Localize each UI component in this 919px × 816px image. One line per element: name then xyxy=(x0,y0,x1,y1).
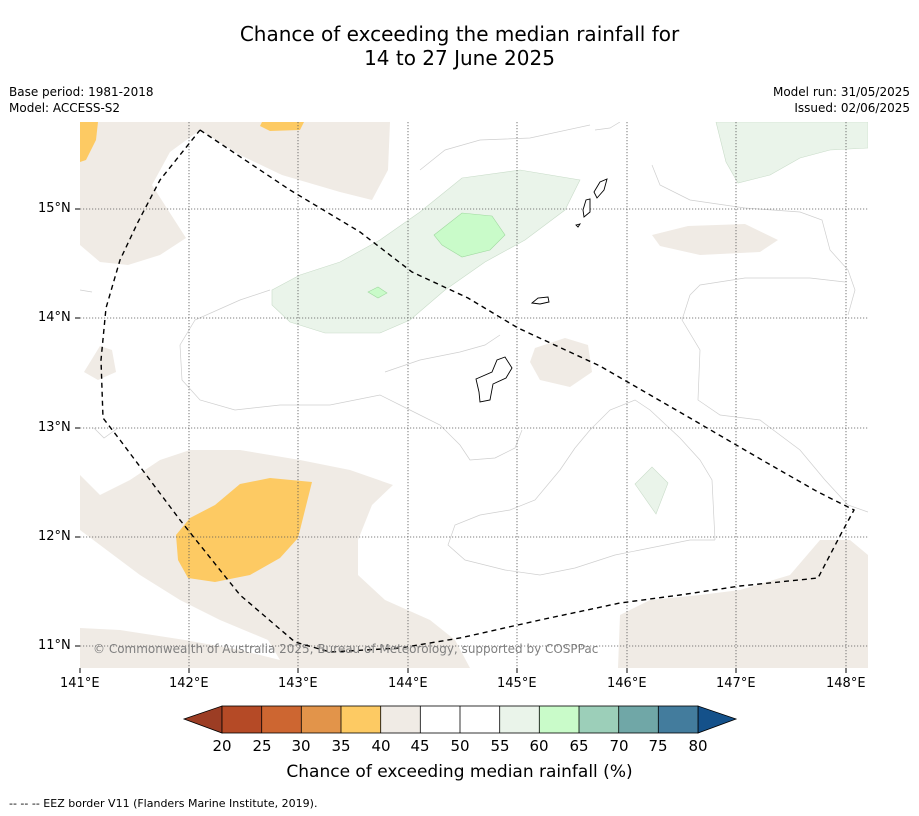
lon-tick-142: 142°E xyxy=(169,676,209,691)
rota-island xyxy=(530,296,550,305)
meta-left: Base period: 1981-2018 Model: ACCESS-S2 xyxy=(9,84,154,116)
colorbar-swatch-30-35 xyxy=(301,706,341,733)
map-plot-area: © Commonwealth of Australia 2025, Bureau… xyxy=(80,122,868,668)
colorbar-tick-80: 80 xyxy=(688,737,708,755)
lat-tick-12: 12°N xyxy=(38,529,71,544)
pale-green-region-east-small xyxy=(634,466,669,515)
beige-region-southeast xyxy=(618,540,868,668)
beige-region-central-patch xyxy=(530,338,592,387)
colorbar-tick-25: 25 xyxy=(252,737,272,755)
colorbar-swatch-20-25 xyxy=(222,706,262,733)
lat-tick-15: 15°N xyxy=(38,201,71,216)
orange-region-southwest xyxy=(176,478,312,582)
band-60-65 xyxy=(367,212,506,299)
orange-region-northwest-corner xyxy=(80,122,98,162)
beige-region-west-small xyxy=(84,346,116,380)
title-line-1: Chance of exceeding the median rainfall … xyxy=(239,22,680,46)
colorbar-tick-55: 55 xyxy=(490,737,510,755)
pale-green-region-central xyxy=(271,169,581,334)
beige-region-northwest xyxy=(80,122,390,265)
lon-tick-145: 145°E xyxy=(497,676,537,691)
colorbar-swatch-35-40 xyxy=(341,706,381,733)
model-text: Model: ACCESS-S2 xyxy=(9,101,121,115)
colorbar-swatch-75-80 xyxy=(658,706,698,733)
contour-lines xyxy=(80,122,868,576)
lat-tick-13: 13°N xyxy=(38,420,71,435)
colorbar-swatch-55-60 xyxy=(499,706,540,733)
eez-footnote: -- -- -- EEZ border V11 (Flanders Marine… xyxy=(9,797,318,810)
beige-region-east-patch xyxy=(652,224,778,255)
colorbar-swatch-65-70 xyxy=(579,706,619,733)
colorbar-swatch-25-30 xyxy=(261,706,302,733)
colorbar-swatch-40-45 xyxy=(380,706,421,733)
lat-tick-14: 14°N xyxy=(38,310,71,325)
green-region-central xyxy=(433,212,506,258)
colorbar-title: Chance of exceeding median rainfall (%) xyxy=(286,762,633,782)
model-run-text: Model run: 31/05/2025 xyxy=(772,85,910,99)
saipan-island xyxy=(593,178,608,199)
base-period-text: Base period: 1981-2018 xyxy=(9,85,154,99)
colorbar-swatch-60-65 xyxy=(539,706,579,733)
tinian-island xyxy=(582,198,591,218)
colorbar xyxy=(182,705,738,734)
colorbar-under-arrow xyxy=(182,705,223,734)
aguijan-island xyxy=(575,223,582,228)
lon-tick-144: 144°E xyxy=(388,676,428,691)
guam-island xyxy=(475,356,513,403)
colorbar-tick-50: 50 xyxy=(450,737,470,755)
colorbar-tick-20: 20 xyxy=(212,737,232,755)
colorbar-tick-65: 65 xyxy=(569,737,589,755)
copyright-text: © Commonwealth of Australia 2025, Bureau… xyxy=(93,642,598,656)
colorbar-tick-45: 45 xyxy=(410,737,430,755)
colorbar-swatch-45-50 xyxy=(420,706,460,733)
map-title: Chance of exceeding the median rainfall … xyxy=(0,22,919,70)
colorbar-over-arrow xyxy=(697,705,738,734)
orange-region-north xyxy=(260,122,304,131)
lon-tick-141: 141°E xyxy=(60,676,100,691)
title-line-2: 14 to 27 June 2025 xyxy=(364,46,555,70)
lon-tick-146: 146°E xyxy=(607,676,647,691)
issued-text: Issued: 02/06/2025 xyxy=(794,101,910,115)
colorbar-swatch-50-55 xyxy=(460,706,500,733)
colorbar-tick-30: 30 xyxy=(291,737,311,755)
pale-green-region-northeast xyxy=(715,122,868,184)
islands xyxy=(475,178,608,403)
colorbar-tick-40: 40 xyxy=(371,737,391,755)
lon-tick-147: 147°E xyxy=(716,676,756,691)
colorbar-swatch-70-75 xyxy=(618,706,659,733)
colorbar-tick-60: 60 xyxy=(529,737,549,755)
colorbar-tick-75: 75 xyxy=(648,737,668,755)
meta-right: Model run: 31/05/2025 Issued: 02/06/2025 xyxy=(773,84,910,116)
band-55-60 xyxy=(271,122,868,515)
colorbar-tick-70: 70 xyxy=(609,737,629,755)
lon-tick-148: 148°E xyxy=(826,676,866,691)
axis-ticks xyxy=(75,208,847,673)
eez-border-line xyxy=(100,129,855,653)
band-35-40 xyxy=(80,122,312,582)
lat-tick-11: 11°N xyxy=(38,638,71,653)
graticule xyxy=(80,122,868,668)
green-region-small xyxy=(367,286,388,299)
colorbar-tick-35: 35 xyxy=(331,737,351,755)
lon-tick-143: 143°E xyxy=(278,676,318,691)
